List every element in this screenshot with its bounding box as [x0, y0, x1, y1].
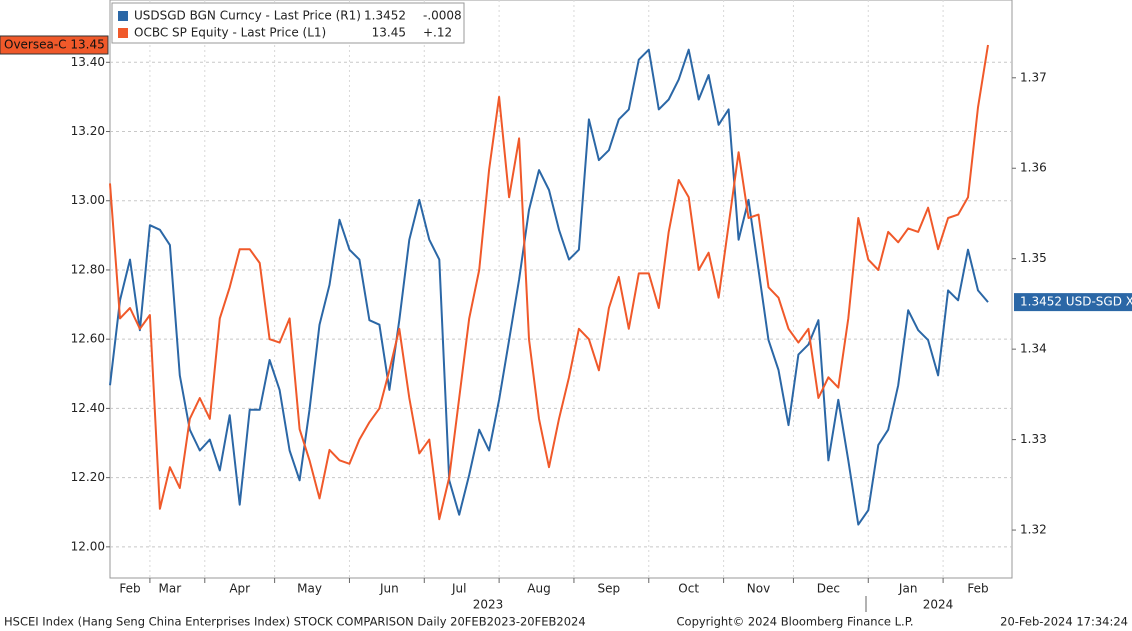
- year-label: 2024: [923, 598, 954, 612]
- left-tag: [0, 35, 109, 55]
- x-tick-label: Feb: [967, 582, 988, 596]
- y2-tick-label: 1.35: [1020, 251, 1047, 265]
- footer-right: 20-Feb-2024 17:34:24: [1000, 615, 1128, 629]
- y-tick-label: 12.00: [71, 539, 105, 553]
- legend-box: [111, 2, 465, 44]
- legend-label: USDSGD BGN Curncy - Last Price (R1): [134, 9, 361, 23]
- x-tick-label: Aug: [527, 582, 550, 596]
- x-tick-label: Jan: [898, 582, 918, 596]
- y-tick-label: 12.20: [71, 470, 105, 484]
- x-tick-label: Oct: [678, 582, 699, 596]
- x-tick-label: May: [297, 582, 322, 596]
- labels: 12.00 12.20 12.40 12.60 12.80 13.00 13.20 13.40…: [0, 2, 1132, 612]
- y2-tick-label: 1.34: [1020, 342, 1047, 356]
- x-tick-label: Feb: [119, 582, 140, 596]
- y2-tick-label: 1.37: [1020, 70, 1047, 84]
- year-label: 2023: [473, 598, 504, 612]
- footer-left: HSCEI Index (Hang Seng China Enterprises…: [4, 615, 586, 629]
- right-tag-text: 1.3452 USD-SGD X: [1020, 295, 1132, 309]
- legend-change: +.12: [423, 26, 452, 40]
- legend-label: OCBC SP Equity - Last Price (L1): [134, 26, 326, 40]
- x-tick-label: Nov: [747, 582, 770, 596]
- y-tick-label: 12.40: [71, 401, 105, 415]
- series-line: [109, 44, 989, 521]
- y-tick-label: 13.00: [71, 193, 105, 207]
- legend-swatch: [118, 11, 128, 21]
- plot-area: [109, 0, 1013, 579]
- legend-last: 1.3452: [364, 9, 406, 23]
- legend-change: -.0008: [423, 9, 462, 23]
- y2-tick-label: 1.32: [1020, 523, 1047, 537]
- x-tick-label: Sep: [598, 582, 621, 596]
- x-tick-label: Jul: [451, 582, 466, 596]
- series-line: [109, 48, 989, 526]
- lines: [109, 44, 989, 526]
- y-tick-label: 12.60: [71, 332, 105, 346]
- x-tick-label: Apr: [229, 582, 250, 596]
- y-tick-label: 13.40: [71, 55, 105, 69]
- right-tag: [1014, 293, 1132, 312]
- x-tick-label: Dec: [817, 582, 840, 596]
- legend-swatch: [118, 28, 128, 38]
- y2-tick-label: 1.36: [1020, 161, 1047, 175]
- y-tick-label: 12.80: [71, 262, 105, 276]
- legend-last: 13.45: [372, 26, 406, 40]
- footer-center: Copyright© 2024 Bloomberg Finance L.P.: [677, 615, 914, 629]
- y-tick-label: 13.20: [71, 124, 105, 138]
- left-tag-text: Oversea-C 13.45: [4, 37, 105, 51]
- x-tick-label: Jun: [379, 582, 399, 596]
- y2-tick-label: 1.33: [1020, 432, 1047, 446]
- x-tick-label: Mar: [159, 582, 182, 596]
